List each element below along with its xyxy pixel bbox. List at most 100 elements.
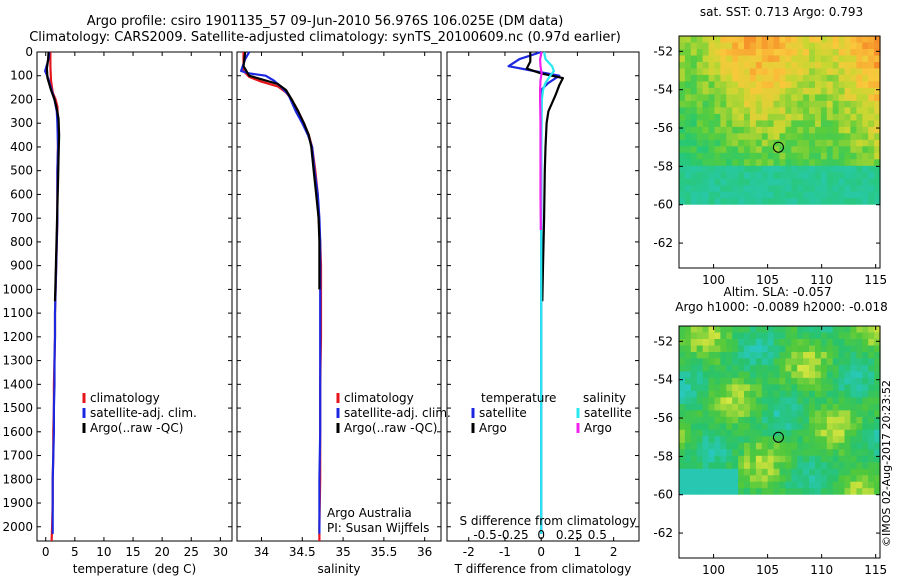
heatmap-cell — [690, 352, 698, 360]
heatmap-cell — [755, 352, 763, 360]
heatmap-cell — [696, 74, 704, 82]
heatmap-cell — [809, 442, 816, 450]
heatmap-cell — [679, 384, 686, 392]
heatmap-cell — [767, 126, 775, 134]
heatmap-cell — [708, 198, 716, 206]
heatmap-cell — [732, 36, 739, 44]
heatmap-cell — [820, 416, 828, 424]
heatmap-cell — [779, 126, 786, 134]
heatmap-cell — [679, 442, 686, 450]
heatmap-cell — [738, 81, 745, 89]
heatmap-cell — [708, 326, 716, 334]
heatmap-cell — [755, 345, 763, 353]
heatmap-cell — [749, 481, 757, 489]
heatmap-cell — [862, 416, 869, 424]
heatmap-cell — [738, 326, 745, 334]
heatmap-cell — [767, 49, 775, 57]
heatmap-cell — [868, 390, 875, 398]
heatmap-cell — [732, 62, 739, 70]
heatmap-cell — [732, 198, 739, 206]
y-tick-label: -52 — [653, 44, 673, 58]
heatmap-cell — [714, 178, 721, 186]
heatmap-cell — [874, 81, 881, 89]
heatmap-cell — [862, 120, 869, 128]
heatmap-cell — [856, 449, 863, 457]
heatmap-cell — [832, 358, 840, 366]
heatmap-cell — [874, 87, 881, 95]
heatmap-cell — [679, 352, 686, 360]
heatmap-cell — [767, 364, 775, 372]
heatmap-cell — [708, 397, 716, 405]
heatmap-cell — [708, 62, 716, 70]
heatmap-cell — [791, 455, 798, 463]
heatmap-cell — [874, 462, 881, 470]
heatmap-cell — [785, 55, 792, 63]
heatmap-cell — [708, 55, 716, 63]
heatmap-cell — [755, 326, 763, 334]
heatmap-cell — [874, 468, 881, 476]
heatmap-cell — [767, 62, 775, 70]
heatmap-cell — [755, 390, 763, 398]
heatmap-cell — [803, 468, 810, 476]
heatmap-cell — [767, 120, 775, 128]
heatmap-cell — [773, 87, 781, 95]
heatmap-cell — [761, 120, 769, 128]
s-tick-label: -0.25 — [498, 528, 529, 542]
heatmap-cell — [696, 36, 704, 44]
heatmap-cell — [785, 178, 792, 186]
heatmap-cell — [850, 384, 857, 392]
heatmap-cell — [732, 87, 739, 95]
heatmap-cell — [850, 403, 857, 411]
heatmap-cell — [773, 397, 781, 405]
heatmap-cell — [696, 178, 704, 186]
heatmap-cell — [702, 488, 710, 496]
heatmap-cell — [684, 68, 692, 76]
heatmap-cell — [844, 488, 851, 496]
heatmap-cell — [874, 449, 881, 457]
heatmap-cell — [826, 410, 834, 418]
heatmap-cell — [797, 68, 804, 76]
heatmap-cell — [826, 74, 834, 82]
heatmap-cell — [826, 339, 834, 347]
heatmap-cell — [785, 358, 792, 366]
heatmap-cell — [684, 410, 692, 418]
heatmap-cell — [832, 377, 840, 385]
heatmap-cell — [690, 358, 698, 366]
heatmap-cell — [732, 133, 739, 141]
heatmap-cell — [815, 462, 822, 470]
heatmap-cell — [844, 397, 851, 405]
heatmap-cell — [738, 358, 745, 366]
heatmap-cell — [684, 133, 692, 141]
heatmap-cell — [755, 126, 763, 134]
heatmap-cell — [744, 390, 751, 398]
heatmap-cell — [820, 326, 828, 334]
heatmap-cell — [702, 339, 710, 347]
heatmap-cell — [868, 172, 875, 180]
heatmap-cell — [720, 159, 727, 167]
heatmap-cell — [726, 36, 733, 44]
heatmap-cell — [797, 87, 804, 95]
heatmap-cell — [779, 198, 786, 206]
heatmap-cell — [791, 185, 798, 193]
heatmap-cell — [749, 326, 757, 334]
heatmap-cell — [749, 364, 757, 372]
heatmap-cell — [732, 139, 739, 147]
heatmap-cell — [868, 36, 875, 44]
heatmap-cell — [809, 403, 816, 411]
heatmap-cell — [773, 198, 781, 206]
heatmap-cell — [838, 358, 846, 366]
heatmap-cell — [767, 172, 775, 180]
heatmap-cell — [720, 326, 727, 334]
heatmap-cell — [732, 55, 739, 63]
heatmap-cell — [761, 87, 769, 95]
heatmap-cell — [726, 358, 733, 366]
heatmap-cell — [874, 481, 881, 489]
heatmap-cell — [862, 326, 869, 334]
heatmap-cell — [690, 68, 698, 76]
heatmap-cell — [702, 87, 710, 95]
heatmap-cell — [856, 94, 863, 102]
heatmap-cell — [702, 62, 710, 70]
heatmap-cell — [767, 133, 775, 141]
heatmap-cell — [844, 462, 851, 470]
